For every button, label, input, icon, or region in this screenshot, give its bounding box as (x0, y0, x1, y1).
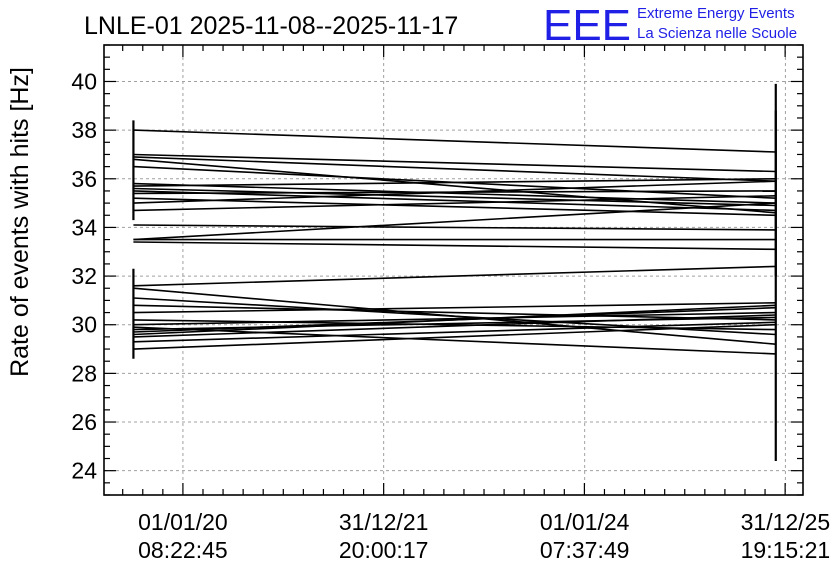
x-tick-label-time: 19:15:21 (741, 537, 831, 563)
series-line-21 (133, 304, 776, 321)
series-line-11 (133, 197, 776, 217)
y-tick-label: 34 (71, 214, 97, 240)
series-line-13 (133, 195, 776, 212)
error-bars (132, 83, 777, 461)
series-line-22 (133, 302, 776, 314)
y-tick-label: 24 (71, 458, 97, 484)
logo-line1: Extreme Energy Events (637, 5, 795, 22)
chart-title: LNLE-01 2025-11-08--2025-11-17 (84, 12, 458, 40)
series-line-31 (133, 323, 776, 350)
y-tick-label: 32 (71, 263, 97, 289)
series-line-4 (133, 158, 776, 214)
series-line-8 (133, 187, 776, 207)
series-line-6 (133, 182, 776, 204)
series-line-2 (133, 153, 776, 173)
x-tick-label-time: 20:00:17 (339, 537, 429, 563)
series-line-3 (133, 156, 776, 182)
series-line-17 (133, 241, 776, 251)
series-line-14 (133, 224, 776, 231)
logo-line2: La Scienza nelle Scuole (637, 25, 797, 42)
x-tick-label-date: 01/01/24 (540, 509, 630, 535)
y-tick-label: 36 (71, 166, 97, 192)
y-axis-label: Rate of events with hits [Hz] (6, 67, 34, 377)
y-tick-label: 38 (71, 117, 97, 143)
series-line-28 (133, 304, 776, 336)
y-tick-label: 40 (71, 68, 97, 94)
series-line-25 (133, 326, 776, 355)
x-tick-label-date: 31/12/25 (741, 509, 831, 535)
series-line-29 (133, 314, 776, 338)
series-line-12 (133, 180, 776, 204)
series-line-18 (133, 265, 776, 287)
series-line-30 (133, 321, 776, 343)
eee-logo: EEE Extreme Energy Events La Scienza nel… (543, 1, 797, 50)
y-tick-label: 26 (71, 409, 97, 435)
x-tick-label-time: 07:37:49 (540, 537, 630, 563)
series-line-7 (133, 178, 776, 187)
plot-frame (103, 44, 804, 496)
grid (104, 45, 803, 495)
series-line-1 (133, 129, 776, 153)
x-tick-label-time: 08:22:45 (138, 537, 228, 563)
series-line-9 (133, 190, 776, 212)
y-tick-label: 28 (71, 360, 97, 386)
series-line-15 (133, 202, 776, 241)
series-lines (133, 129, 776, 355)
logo-letters: EEE (543, 1, 631, 50)
x-tick-label-date: 01/01/20 (138, 509, 228, 535)
x-tick-label-date: 31/12/21 (339, 509, 429, 535)
y-tick-labels: 24 26 28 30 32 34 36 38 40 (71, 68, 97, 483)
axes (103, 44, 804, 496)
y-tick-label: 30 (71, 312, 97, 338)
series-line-24 (133, 311, 776, 326)
